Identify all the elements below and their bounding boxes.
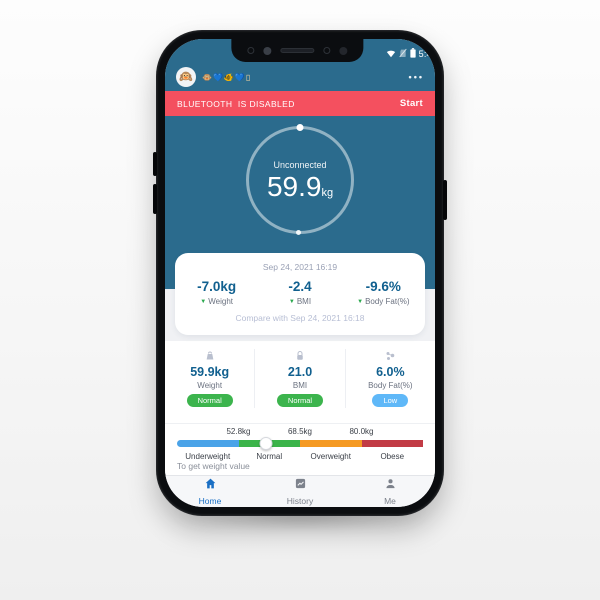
weight-range-slider: 52.8kg 68.5kg 80.0kg Underweight Normal … — [177, 427, 423, 461]
label-normal: Normal — [256, 452, 283, 461]
delta-bmi-value: -2.4 — [288, 279, 312, 294]
threshold-overweight-obese: 80.0kg — [349, 427, 374, 436]
trend-down-icon: ▼ — [357, 299, 364, 305]
nav-me[interactable]: Me — [345, 476, 435, 507]
connection-ring: Unconnected 59.9kg — [246, 124, 354, 235]
status-time: 5:4 — [418, 49, 432, 59]
no-signal-icon — [398, 45, 407, 63]
segment-overweight — [300, 440, 362, 447]
nav-me-label: Me — [384, 496, 396, 506]
stat-weight-label: Weight — [197, 381, 223, 390]
weight-number: 59.9 — [266, 170, 322, 202]
stat-bmi: 21.0 BMI Normal — [254, 349, 344, 408]
phone-screen: 5:4 🙉 🐵💙🐠💙▯ ••• BLUETOOTH IS DISABLED St… — [165, 39, 435, 507]
stat-bodyfat: 6.0% Body Fat(%) Low — [344, 349, 435, 408]
connection-status: Unconnected — [273, 159, 327, 170]
comparison-card: Sep 24, 2021 16:19 -7.0kg ▼ Weight -2.4 ▼… — [175, 253, 425, 335]
delta-weight-label: ▼ Weight — [200, 297, 234, 306]
current-weight-value: 59.9kg — [266, 170, 334, 202]
delta-bmi: -2.4 ▼ BMI — [258, 279, 341, 306]
bluetooth-banner: BLUETOOTH IS DISABLED Start — [165, 91, 435, 116]
stat-bmi-value: 21.0 — [287, 365, 313, 379]
volume-down-button — [153, 184, 157, 214]
trend-down-icon: ▼ — [200, 299, 207, 305]
ring-dot-bottom — [295, 230, 301, 235]
notch — [231, 39, 364, 62]
bluetooth-banner-text: BLUETOOTH IS DISABLED — [177, 98, 295, 109]
battery-icon — [409, 45, 416, 63]
front-camera-icon — [263, 46, 272, 55]
label-overweight: Overweight — [310, 452, 351, 461]
bodyfat-icon — [346, 349, 435, 362]
measurement-hero: Unconnected 59.9kg — [165, 116, 435, 256]
stat-bodyfat-value: 6.0% — [376, 365, 405, 379]
weight-unit: kg — [321, 186, 334, 199]
delta-weight: -7.0kg ▼ Weight — [175, 279, 258, 306]
power-button — [443, 180, 447, 220]
slider-knob[interactable] — [259, 437, 273, 450]
stats-panel: 59.9kg Weight Normal 21.0 BMI Normal — [165, 341, 435, 475]
speaker-grille — [280, 48, 315, 53]
ring-dot-top — [296, 124, 304, 131]
threshold-normal-overweight: 68.5kg — [287, 427, 313, 436]
phone-frame: 5:4 🙉 🐵💙🐠💙▯ ••• BLUETOOTH IS DISABLED St… — [153, 30, 447, 516]
stat-bmi-badge: Normal — [276, 394, 324, 407]
delta-weight-value: -7.0kg — [197, 279, 237, 294]
label-obese: Obese — [380, 452, 405, 461]
weight-icon — [165, 349, 254, 362]
start-button[interactable]: Start — [399, 98, 423, 109]
stat-weight-value: 59.9kg — [190, 365, 230, 379]
delta-row: -7.0kg ▼ Weight -2.4 ▼ BMI -9.6% ▼ Body Fat… — [175, 279, 425, 306]
stat-bodyfat-badge: Low — [372, 394, 409, 407]
nav-history-label: History — [286, 496, 314, 506]
stat-weight: 59.9kg Weight Normal — [165, 349, 254, 408]
avatar[interactable]: 🙉 — [176, 67, 196, 87]
app-header-background: 5:4 🙉 🐵💙🐠💙▯ ••• BLUETOOTH IS DISABLED St… — [165, 39, 435, 289]
trend-down-icon: ▼ — [288, 299, 295, 305]
sensor-icon — [247, 47, 255, 54]
bmi-icon — [255, 349, 344, 362]
sensor-icon — [323, 47, 331, 54]
stat-bmi-label: BMI — [292, 381, 308, 390]
slider-track[interactable] — [177, 437, 423, 450]
nav-history[interactable]: History — [255, 476, 345, 507]
volume-up-button — [153, 152, 157, 176]
history-chart-icon — [294, 477, 307, 495]
wifi-icon — [386, 45, 396, 63]
stats-row: 59.9kg Weight Normal 21.0 BMI Normal — [165, 341, 435, 408]
username: 🐵💙🐠💙▯ — [202, 72, 252, 82]
measurement-date: Sep 24, 2021 16:19 — [262, 262, 338, 272]
stat-bodyfat-label: Body Fat(%) — [368, 381, 413, 390]
nav-home[interactable]: Home — [165, 476, 255, 507]
slider-thresholds: 52.8kg 68.5kg 80.0kg — [177, 427, 423, 438]
delta-bodyfat-label: ▼ Body Fat(%) — [357, 297, 410, 306]
weight-hint-text: To get weight value — [177, 461, 250, 471]
app-bar: 🙉 🐵💙🐠💙▯ ••• — [165, 63, 435, 91]
delta-bodyfat: -9.6% ▼ Body Fat(%) — [342, 279, 425, 306]
bottom-nav: Home History Me — [165, 475, 435, 507]
proximity-sensor-icon — [339, 46, 348, 55]
stat-weight-badge: Normal — [186, 394, 233, 407]
compare-with-text: Compare with Sep 24, 2021 16:18 — [235, 313, 365, 323]
label-underweight: Underweight — [185, 452, 231, 461]
status-bar: 5:4 — [165, 39, 435, 63]
divider — [165, 423, 435, 424]
home-icon — [204, 477, 217, 495]
overflow-menu-icon[interactable]: ••• — [408, 72, 424, 82]
delta-bmi-label: ▼ BMI — [288, 297, 312, 306]
segment-underweight — [177, 440, 239, 447]
threshold-underweight-normal: 52.8kg — [226, 427, 251, 436]
delta-bodyfat-value: -9.6% — [365, 279, 401, 294]
me-person-icon — [384, 477, 397, 495]
slider-segment-labels: Underweight Normal Overweight Obese — [177, 452, 423, 461]
nav-home-label: Home — [198, 496, 222, 506]
segment-obese — [361, 440, 423, 447]
